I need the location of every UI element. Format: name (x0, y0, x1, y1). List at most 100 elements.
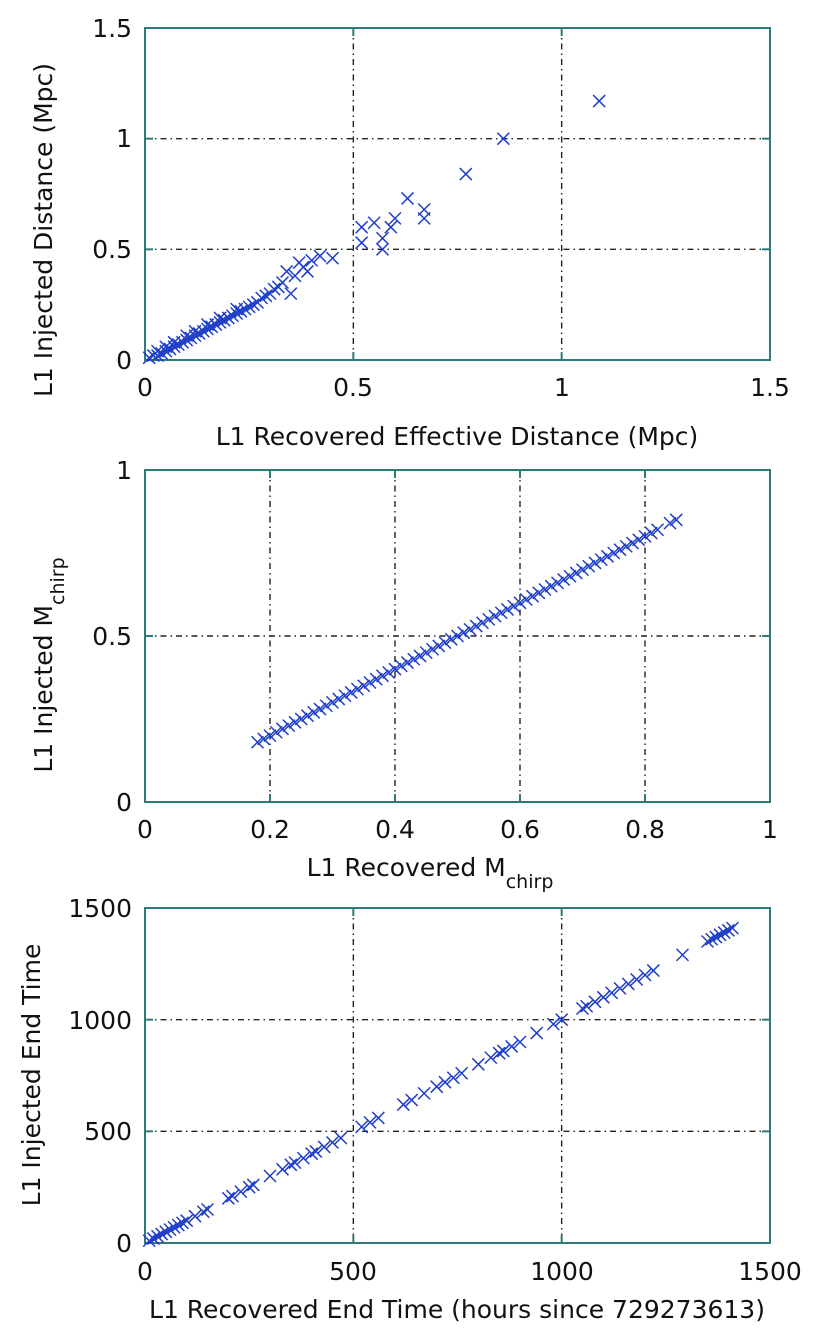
plot-distance-data-point (375, 231, 390, 245)
plot-distance-ylabel: L1 Injected Distance (Mpc) (29, 63, 58, 397)
plot-mchirp-data-point (500, 602, 515, 616)
plot-end-time-data-point (700, 934, 715, 949)
plot-end-time-data-point (334, 1131, 348, 1145)
plot-distance-data-point (196, 324, 210, 338)
plot-distance-data-point (142, 351, 156, 365)
plot-end-time-data-point (621, 977, 635, 991)
plot-mchirp-ylabel: L1 Injected Mchirp (29, 557, 69, 772)
plot-mchirp-data-point (294, 712, 308, 726)
plot-mchirp-ytick-label: 0.5 (92, 622, 132, 651)
plot-mchirp-data-point (532, 586, 546, 600)
plot-end-time-data-point (200, 1202, 215, 1217)
plot-end-time-data-point (484, 1051, 498, 1065)
plot-distance-data-point (417, 202, 431, 217)
plot-end-time-data-point (709, 930, 723, 944)
plot-mchirp-data-point (494, 606, 508, 620)
plot-mchirp-data-point (582, 559, 596, 573)
plot-mchirp-data-point (425, 642, 440, 656)
plot-end-time-data-point (596, 990, 610, 1004)
plot-mchirp-data-point (482, 612, 496, 626)
plot-distance-data-point (230, 306, 244, 321)
plot-mchirp-data-point (600, 549, 615, 563)
plot-mchirp-data-point (644, 526, 658, 540)
plot-distance-data-point (384, 220, 398, 234)
plot-distance-data-point (355, 236, 369, 250)
plot-end-time-data-point (171, 1218, 185, 1232)
plot-mchirp-data-point (363, 675, 377, 690)
plot-mchirp-ytick-label: 1 (116, 456, 132, 485)
plot-mchirp-data-point (338, 689, 352, 703)
plot-end-time-data-point (438, 1075, 452, 1089)
plot-distance-grid (145, 28, 770, 360)
plot-distance-data-point (280, 264, 294, 278)
plot-end-time-data-point (713, 928, 727, 942)
plot-end-time-data-point (188, 1209, 202, 1223)
plot-mchirp-xtick-label: 0.8 (625, 815, 665, 844)
plot-distance-data-point (592, 94, 606, 108)
plot-mchirp-data-point (332, 692, 346, 706)
plot-end-time-data-point (396, 1097, 410, 1112)
plot-distance-data-point (259, 289, 273, 303)
plot-distance-data-point (155, 346, 169, 360)
plot-end-time-xtick-label: 500 (329, 1257, 377, 1286)
plot-end-time-data-point (638, 968, 652, 982)
plot-end-time-data-point (555, 1013, 569, 1027)
plot-end-time-data-point (146, 1231, 160, 1246)
plot-mchirp-data-point (544, 579, 558, 593)
plot-end-time-data-point (513, 1035, 527, 1049)
plot-mchirp-data-point (519, 592, 533, 607)
plot-end-time-xtick-label: 1000 (530, 1257, 594, 1286)
plot-mchirp-data-point (607, 546, 621, 560)
plot-mchirp-data-point (350, 682, 365, 696)
plot-end-time-data-point (675, 948, 690, 962)
plot-mchirp-data-point (269, 725, 283, 739)
plot-end-time-grid (145, 908, 770, 1243)
plot-mchirp-data-point (282, 719, 296, 733)
plot-mchirp-data-point (369, 672, 383, 686)
plot-mchirp-data-point (300, 709, 315, 723)
plot-end-time-data-point (505, 1039, 519, 1054)
plot-mchirp-data-point (588, 556, 602, 570)
plot-end-time-data-point (717, 926, 731, 940)
plot-mchirp-xtick-label: 0.2 (250, 815, 290, 844)
plot-end-time-data-point (317, 1140, 331, 1154)
plot-end-time-data-point (496, 1044, 510, 1058)
plot-mchirp-data-point (413, 649, 427, 663)
plot-end-time-xtick-label: 0 (137, 1257, 153, 1286)
plot-mchirp-data-point (313, 702, 327, 716)
plot-mchirp-data-point (288, 715, 302, 729)
plot-mchirp-data-point (575, 563, 590, 577)
plot-mchirp-data-point (357, 679, 371, 693)
plot-mchirp-xlabel-main: L1 Recovered M (307, 853, 506, 882)
plot-mchirp-data-point (407, 652, 421, 666)
plot-distance-data-point (188, 329, 202, 343)
plot-distance-data-point (246, 298, 260, 312)
plot-distance-data-point (242, 300, 256, 314)
plot-end-time-data-point (580, 999, 594, 1013)
plot-mchirp-points (250, 513, 683, 749)
plot-distance-data-point (275, 276, 290, 290)
plot-end-time-data-point (575, 1001, 590, 1016)
plot-distance-data-point (325, 251, 340, 265)
plot-end-time-ytick-label: 500 (84, 1117, 132, 1146)
plot-end-time-data-point (430, 1080, 444, 1094)
plot-distance-data-point (238, 302, 252, 316)
plot-distance-data-point (167, 340, 181, 354)
plot-distance-data-point (400, 191, 415, 205)
plot-end-time-data-point (325, 1135, 340, 1150)
plot-mchirp-data-point (444, 632, 458, 646)
plot-mchirp-ylabel-main: L1 Injected M (29, 605, 58, 773)
plot-end-time-data-point (242, 1180, 256, 1194)
plot-end-time: 0 500 1000 1500 0 500 1000 1500 L1 Recov… (17, 894, 802, 1324)
plot-end-time-data-point (725, 921, 740, 935)
plot-mchirp-data-point (375, 669, 390, 683)
plot-end-time-data-point (159, 1225, 173, 1239)
plot-end-time-data-point (246, 1178, 260, 1192)
plot-end-time-data-point (196, 1205, 210, 1219)
plot-distance-data-point (175, 335, 190, 349)
plot-mchirp-data-point (382, 665, 396, 680)
plot-mchirp-data-point (632, 533, 646, 547)
plot-mchirp-data-point (569, 566, 583, 580)
plot-end-time-ytick-label: 0 (116, 1229, 132, 1258)
